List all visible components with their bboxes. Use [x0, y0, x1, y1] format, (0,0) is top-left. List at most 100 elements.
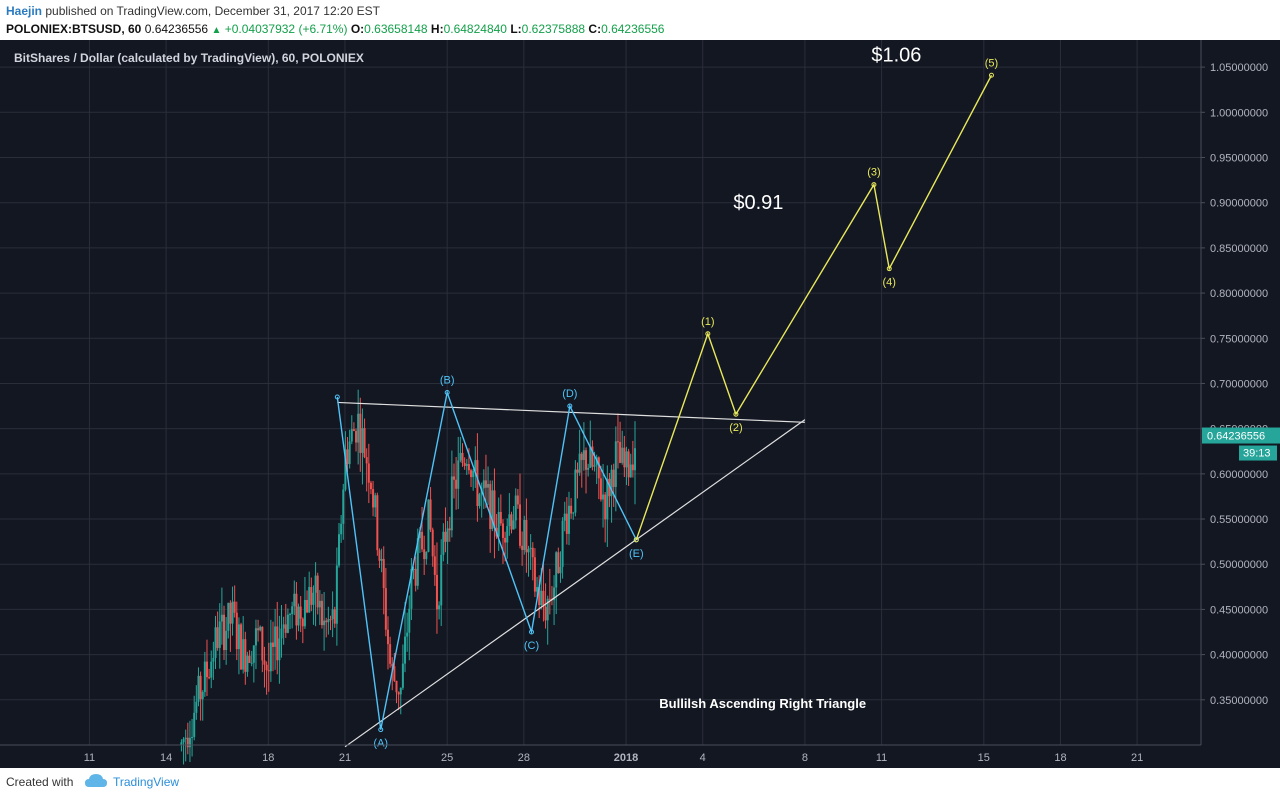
candle-body [440, 554, 443, 606]
candle-body [510, 514, 513, 530]
candle-body [544, 606, 547, 621]
candle-body [286, 614, 289, 633]
candle-body [216, 627, 219, 648]
candle-body [593, 465, 596, 467]
candle-body [344, 449, 347, 490]
candle-body [531, 547, 534, 558]
wave-label: (2) [729, 422, 742, 434]
candle-body [538, 587, 541, 606]
candle-body [585, 450, 588, 470]
candle-body [472, 470, 475, 478]
wave-point [733, 411, 739, 417]
candle-body [325, 620, 328, 623]
candle-body [555, 552, 558, 588]
wave-point [567, 403, 573, 409]
price-tick-label: 0.70000000 [1210, 378, 1268, 390]
candle-body [442, 531, 445, 555]
candle-body [633, 448, 636, 471]
last-price-tag: 0.64236556 39:13 [1202, 427, 1280, 461]
time-tick-label: 4 [700, 752, 706, 764]
candle-body [408, 608, 411, 633]
publish-line: Haejin published on TradingView.com, Dec… [6, 4, 380, 18]
candle-body [461, 452, 464, 463]
candle-body [254, 628, 257, 646]
low-value: 0.62375888 [521, 22, 586, 36]
candle-body [329, 619, 332, 621]
candle-body [212, 658, 215, 662]
candle-body [240, 624, 243, 670]
time-tick-label: 11 [84, 752, 95, 764]
candle-body [619, 441, 622, 463]
countdown-value: 39:13 [1243, 448, 1271, 460]
candle-body [506, 526, 509, 543]
wave-label: (1) [701, 316, 714, 328]
price-target-label: $1.06 [871, 45, 921, 67]
candle-body [248, 655, 251, 664]
chart-annotations: $1.06 $0.91 Bullilsh Ascending Right Trian… [659, 45, 921, 711]
created-with-text: Created with [6, 775, 74, 789]
candle-body [565, 513, 568, 534]
candle-body [553, 587, 556, 601]
price-tick-label: 0.35000000 [1210, 695, 1268, 707]
candle-body [629, 464, 632, 478]
candle-body [365, 457, 368, 464]
author-link[interactable]: Haejin [6, 4, 43, 18]
grid-lines [0, 40, 1201, 745]
candle-body [616, 441, 619, 443]
price-axis[interactable] [1201, 40, 1280, 768]
candle-body [250, 662, 253, 664]
close-label: C: [588, 22, 602, 36]
candle-body [299, 606, 302, 619]
tradingview-cloud-icon[interactable] [84, 772, 108, 790]
chart-background [0, 40, 1280, 768]
wave-point [871, 182, 877, 188]
candle-body [542, 590, 545, 607]
candle-body [380, 558, 383, 561]
candle-body [516, 495, 519, 505]
candle-body [259, 626, 262, 631]
candle-body [205, 661, 208, 678]
candle-body [493, 490, 496, 528]
wave-label: (A) [373, 738, 388, 750]
candle-body [284, 624, 287, 633]
candle-body [525, 519, 528, 553]
candle-body [384, 588, 387, 630]
candle-body [323, 620, 326, 626]
candle-body [540, 590, 543, 606]
candle-body [320, 600, 323, 626]
wave-point [633, 537, 639, 543]
time-tick-label: 21 [1131, 752, 1143, 764]
price-tick-label: 0.85000000 [1210, 243, 1268, 255]
candle-body [627, 451, 630, 478]
candle-body [410, 568, 413, 609]
candle-body [389, 644, 392, 664]
price-tick-label: 0.50000000 [1210, 559, 1268, 571]
candle-body [391, 663, 394, 667]
candle-body [220, 614, 223, 622]
candle-body [197, 675, 200, 702]
candle-body [295, 593, 298, 626]
wave-point [334, 394, 340, 400]
candle-body [186, 737, 189, 748]
candle-body [604, 494, 607, 520]
candle-body [433, 556, 436, 575]
candle-body [563, 513, 566, 521]
countdown-box [1239, 445, 1277, 461]
time-tick-label: 11 [876, 752, 887, 764]
candle-body [289, 614, 292, 616]
candle-body [327, 619, 330, 623]
candle-body [406, 632, 409, 637]
candle-body [395, 680, 398, 693]
candle-body [425, 551, 428, 560]
price-tag-box [1202, 427, 1280, 444]
candle-body [514, 495, 517, 521]
time-tick-label: 14 [160, 752, 172, 764]
candle-body [602, 494, 605, 500]
open-label: O: [350, 22, 365, 36]
candle-body [242, 639, 245, 670]
resistance-trendline [337, 401, 805, 423]
time-tick-label: 25 [441, 752, 453, 764]
candle-body [536, 587, 539, 592]
price-chart[interactable]: (A) (B) (C) (D) (E) (1) (2) (3) (4) (5) $1.06 $0.9… [0, 40, 1280, 768]
tradingview-brand-link[interactable]: TradingView [113, 775, 180, 789]
